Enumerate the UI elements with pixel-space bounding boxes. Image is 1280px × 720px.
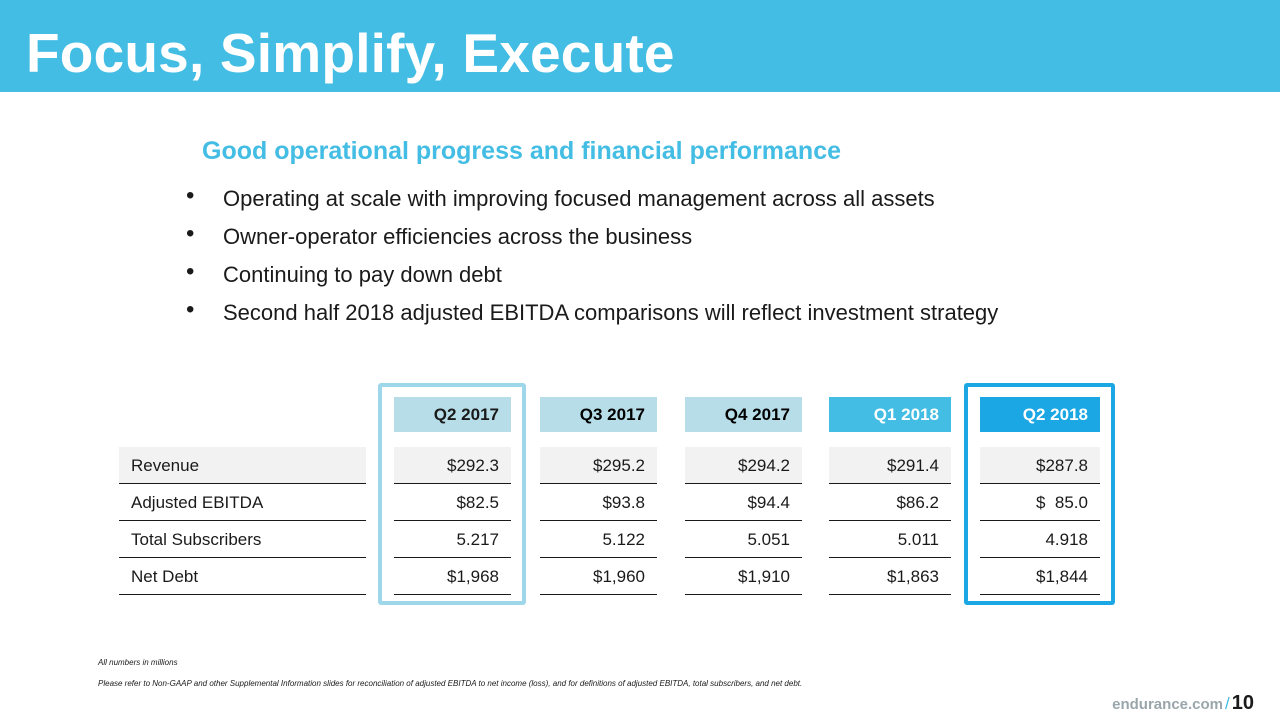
table-cell: $291.4 [829,447,951,484]
slide-footer: endurance.com/10 [1112,692,1254,715]
slide-title: Focus, Simplify, Execute [26,22,675,84]
highlight-box-q2-2018 [964,383,1115,605]
table-cell: $1,863 [829,558,951,595]
table-cell: $ 85.0 [980,484,1100,521]
bullet-text: Owner-operator efficiencies across the b… [223,224,693,249]
bullet-item: • Owner-operator efficiencies across the… [186,218,998,256]
table-cell: $82.5 [394,484,511,521]
column-header-q4-2017: Q4 2017 [685,397,802,432]
bullet-text: Continuing to pay down debt [223,262,502,287]
bullet-dot-icon: • [186,182,195,209]
bullet-dot-icon: • [186,296,195,323]
footnote-non-gaap: Please refer to Non-GAAP and other Suppl… [98,679,803,688]
column-header-q2-2018: Q2 2018 [980,397,1100,432]
row-label-revenue: Revenue [119,447,366,484]
column-header-q3-2017: Q3 2017 [540,397,657,432]
row-label-adjusted-ebitda: Adjusted EBITDA [119,484,366,521]
table-cell: $1,960 [540,558,657,595]
slide-subtitle: Good operational progress and financial … [202,137,842,165]
page-number: 10 [1231,692,1254,714]
table-cell: $94.4 [685,484,802,521]
table-cell: $295.2 [540,447,657,484]
column-header-q2-2017: Q2 2017 [394,397,511,432]
bullet-dot-icon: • [186,220,195,247]
table-cell: $294.2 [685,447,802,484]
table-cell: $287.8 [980,447,1100,484]
table-cell: $93.8 [540,484,657,521]
table-cell: 5.122 [540,521,657,558]
table-cell: 5.051 [685,521,802,558]
table-cell: $1,968 [394,558,511,595]
column-header-q1-2018: Q1 2018 [829,397,951,432]
bullet-item: • Continuing to pay down debt [186,256,998,294]
row-label-total-subscribers: Total Subscribers [119,521,366,558]
footnote-units: All numbers in millions [98,658,178,667]
table-cell: $292.3 [394,447,511,484]
footer-url: endurance.com [1112,696,1224,713]
highlight-box-q2-2017 [378,383,526,605]
bullet-text: Second half 2018 adjusted EBITDA compari… [223,300,999,325]
table-cell: 5.011 [829,521,951,558]
bullet-list: • Operating at scale with improving focu… [186,180,998,332]
table-cell: 4.918 [980,521,1100,558]
table-cell: $1,844 [980,558,1100,595]
table-cell: 5.217 [394,521,511,558]
bullet-text: Operating at scale with improving focuse… [223,186,935,211]
footer-separator: / [1225,694,1230,713]
table-cell: $1,910 [685,558,802,595]
title-bar: Focus, Simplify, Execute [0,0,1280,92]
table-cell: $86.2 [829,484,951,521]
bullet-item: • Operating at scale with improving focu… [186,180,998,218]
bullet-dot-icon: • [186,258,195,285]
bullet-item: • Second half 2018 adjusted EBITDA compa… [186,294,998,332]
row-label-net-debt: Net Debt [119,558,366,595]
